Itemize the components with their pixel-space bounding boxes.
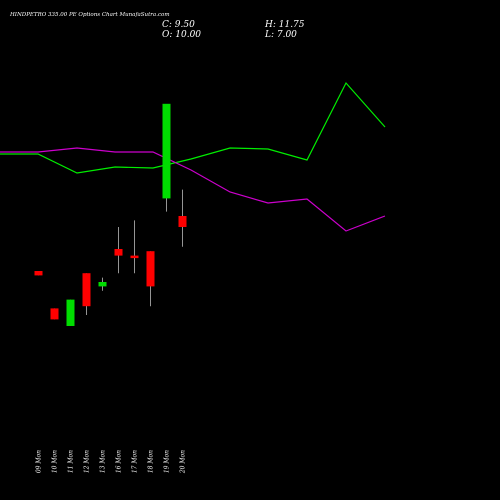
candle-13-mon: [98, 277, 107, 291]
x-tick-label: 20 Mon: [180, 450, 187, 474]
candle-body: [114, 249, 123, 256]
candle-09-mon: [34, 271, 43, 276]
candle-body: [82, 273, 91, 307]
x-tick-label: 11 Mon: [68, 450, 75, 473]
candle-11-mon: [66, 299, 75, 326]
candle-18-mon: [146, 251, 155, 307]
candle-body: [98, 282, 107, 287]
x-tick-label: 19 Mon: [164, 450, 171, 473]
x-tick-label: 13 Mon: [100, 450, 107, 473]
indicator-line-1: [0, 81, 386, 174]
x-tick-label: 18 Mon: [148, 450, 155, 473]
low-value: L: 7.00: [264, 30, 297, 40]
open-value: O: 10.00: [162, 30, 201, 40]
high-value: H: 11.75: [264, 20, 305, 30]
indicator-line-2: [0, 147, 386, 232]
candle-body: [178, 216, 187, 227]
candle-19-mon: [162, 103, 171, 212]
indicator-lines: [0, 81, 386, 232]
x-tick-label: 16 Mon: [116, 450, 123, 473]
x-tick-label: 12 Mon: [84, 450, 91, 473]
candle-body: [34, 271, 43, 276]
candle-17-mon: [130, 220, 139, 274]
candle-16-mon: [114, 227, 123, 274]
candle-12-mon: [82, 273, 91, 315]
x-tick-label: 17 Mon: [132, 450, 139, 473]
close-value: C: 9.50: [162, 20, 195, 30]
x-tick-label: 10 Mon: [52, 450, 59, 473]
candle-body: [50, 308, 59, 320]
candle-body: [146, 251, 155, 287]
candle-20-mon: [178, 189, 187, 247]
candle-body: [130, 255, 139, 259]
candle-body: [66, 299, 75, 326]
chart-title: HINDPETRO 335.00 PE Options Chart Munafa…: [9, 12, 170, 18]
candle-10-mon: [50, 308, 59, 320]
candle-body: [162, 103, 171, 199]
candles: [34, 103, 187, 326]
x-tick-label: 09 Mon: [36, 450, 43, 473]
x-axis-ticks: 09 Mon 10 Mon 11 Mon 12 Mon 13 Mon 16 Mon 17 M…: [36, 450, 187, 474]
